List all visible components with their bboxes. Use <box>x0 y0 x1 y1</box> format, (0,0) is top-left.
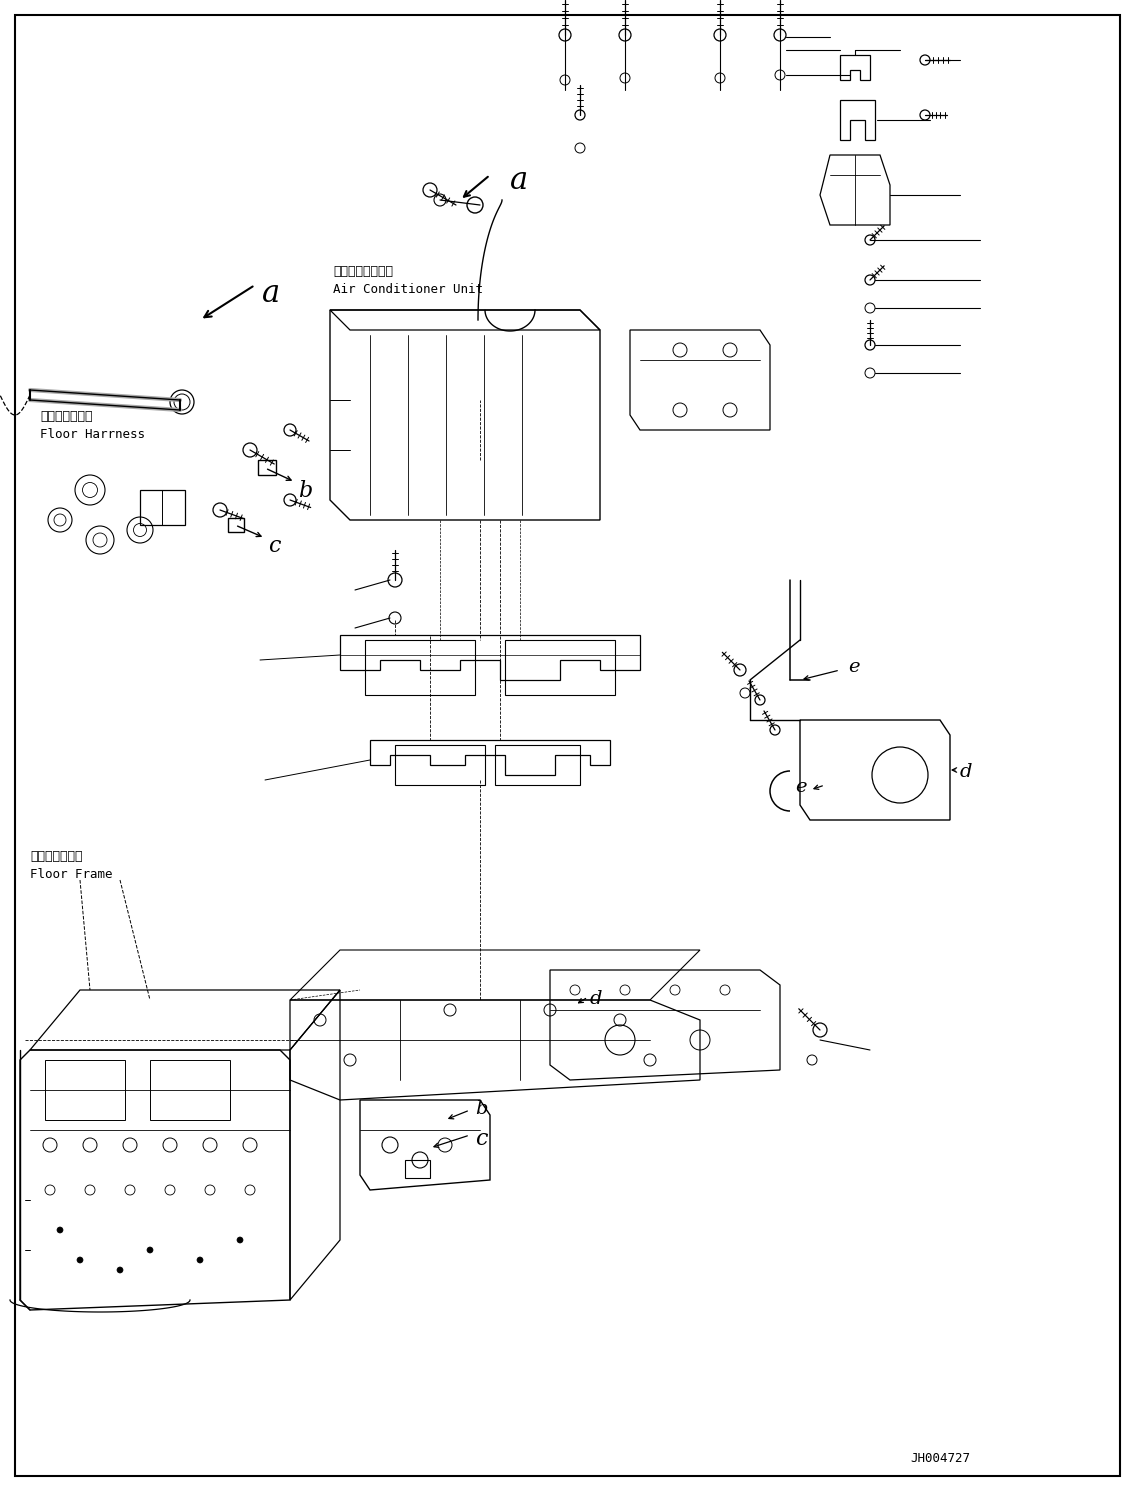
Text: Floor Harrness: Floor Harrness <box>40 428 145 441</box>
Text: c: c <box>268 535 280 558</box>
Bar <box>365 640 476 695</box>
Text: フロアハーネス: フロアハーネス <box>40 410 92 423</box>
Bar <box>228 517 244 532</box>
Text: フロアフレーム: フロアフレーム <box>30 850 83 863</box>
Text: e: e <box>794 778 807 796</box>
Text: b: b <box>476 1100 488 1118</box>
Text: a: a <box>262 277 280 309</box>
Text: d: d <box>960 763 973 781</box>
Bar <box>258 461 276 476</box>
Bar <box>495 746 580 784</box>
Circle shape <box>77 1257 83 1263</box>
Bar <box>140 491 185 525</box>
Bar <box>45 1060 125 1120</box>
Text: a: a <box>510 166 528 195</box>
Text: e: e <box>848 658 859 675</box>
Circle shape <box>117 1267 123 1273</box>
Text: エアコンユニット: エアコンユニット <box>333 265 393 277</box>
Circle shape <box>237 1238 243 1243</box>
Circle shape <box>197 1257 203 1263</box>
Circle shape <box>148 1246 153 1252</box>
Text: d: d <box>590 990 603 1008</box>
Bar <box>150 1060 230 1120</box>
Bar <box>405 1160 430 1178</box>
Text: JH004727: JH004727 <box>910 1452 970 1466</box>
Text: Air Conditioner Unit: Air Conditioner Unit <box>333 283 484 297</box>
Circle shape <box>57 1227 64 1233</box>
Text: c: c <box>476 1129 488 1150</box>
Bar <box>395 746 485 784</box>
Text: Floor Frame: Floor Frame <box>30 868 112 881</box>
Bar <box>505 640 615 695</box>
Text: b: b <box>299 480 312 502</box>
